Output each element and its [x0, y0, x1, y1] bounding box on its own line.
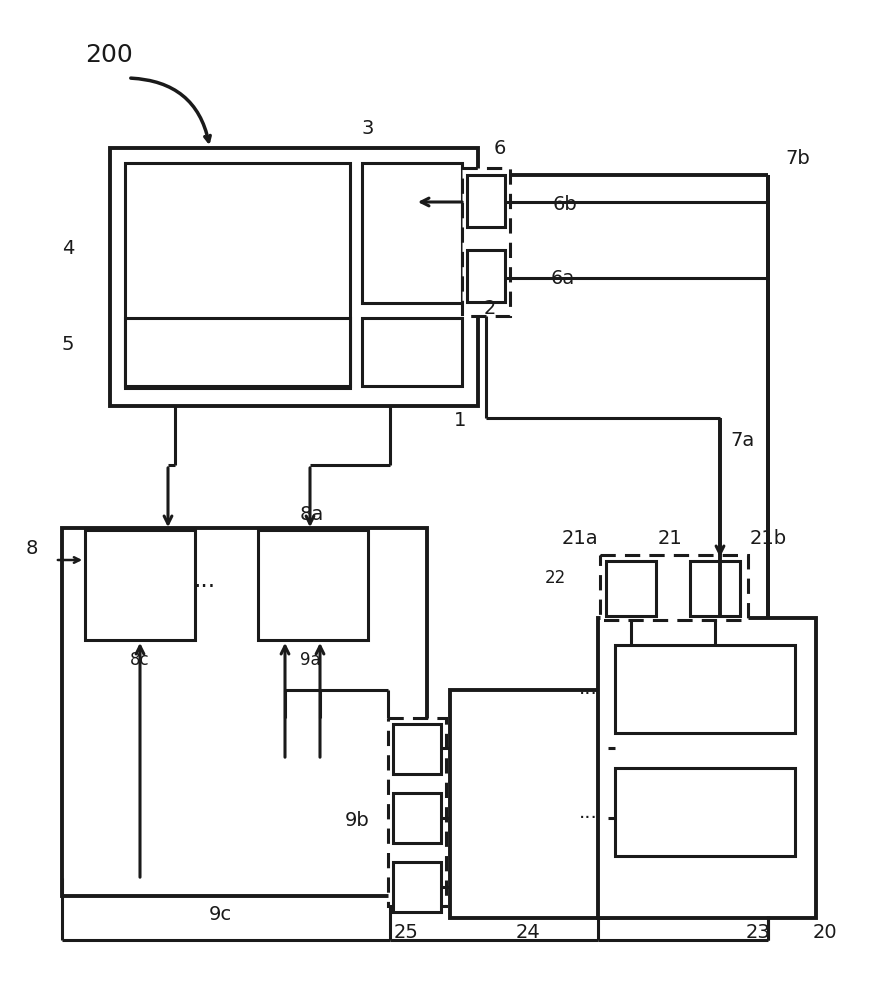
Bar	[393, 793, 441, 843]
Text: 8: 8	[25, 538, 38, 558]
Text: 9c: 9c	[208, 906, 231, 924]
Text: 6: 6	[494, 138, 506, 157]
Bar	[615, 645, 795, 733]
Bar	[462, 168, 510, 316]
Bar	[362, 163, 462, 303]
Bar	[125, 318, 350, 386]
Bar	[362, 318, 462, 386]
Bar	[467, 175, 505, 227]
Text: 25: 25	[393, 922, 419, 942]
Text: 24: 24	[516, 922, 540, 942]
Text: 5: 5	[61, 336, 74, 355]
Text: 23: 23	[745, 922, 770, 942]
Text: 21: 21	[658, 528, 682, 548]
Text: 6b: 6b	[553, 196, 577, 215]
Text: 2: 2	[484, 298, 496, 318]
Text: 3: 3	[362, 118, 374, 137]
Bar	[388, 718, 446, 906]
Text: 6a: 6a	[551, 268, 576, 288]
Text: 9a: 9a	[300, 651, 321, 669]
Text: 21b: 21b	[750, 528, 787, 548]
Text: 22: 22	[544, 569, 566, 587]
Bar	[450, 690, 608, 918]
Bar	[393, 862, 441, 912]
Bar	[258, 530, 368, 640]
Bar	[85, 530, 195, 640]
Bar	[615, 768, 795, 856]
Bar	[690, 561, 740, 616]
Text: 9b: 9b	[345, 810, 370, 830]
Text: 21a: 21a	[562, 528, 598, 548]
Text: 8a: 8a	[300, 506, 324, 524]
Bar	[598, 618, 816, 918]
Text: 7b: 7b	[786, 148, 810, 167]
Bar	[125, 163, 350, 388]
Text: 1: 1	[454, 410, 466, 430]
Text: ...: ...	[579, 678, 598, 698]
Text: 8c: 8c	[131, 651, 150, 669]
Text: 200: 200	[85, 43, 133, 67]
Bar	[606, 561, 656, 616]
Bar	[110, 148, 478, 406]
Text: ...: ...	[579, 802, 598, 822]
Text: 20: 20	[813, 922, 837, 942]
Text: 7a: 7a	[730, 430, 754, 450]
Bar	[600, 555, 748, 620]
Text: 4: 4	[62, 238, 74, 257]
Bar	[467, 250, 505, 302]
Bar	[62, 528, 427, 896]
Bar	[393, 724, 441, 774]
Text: ...: ...	[194, 568, 216, 592]
